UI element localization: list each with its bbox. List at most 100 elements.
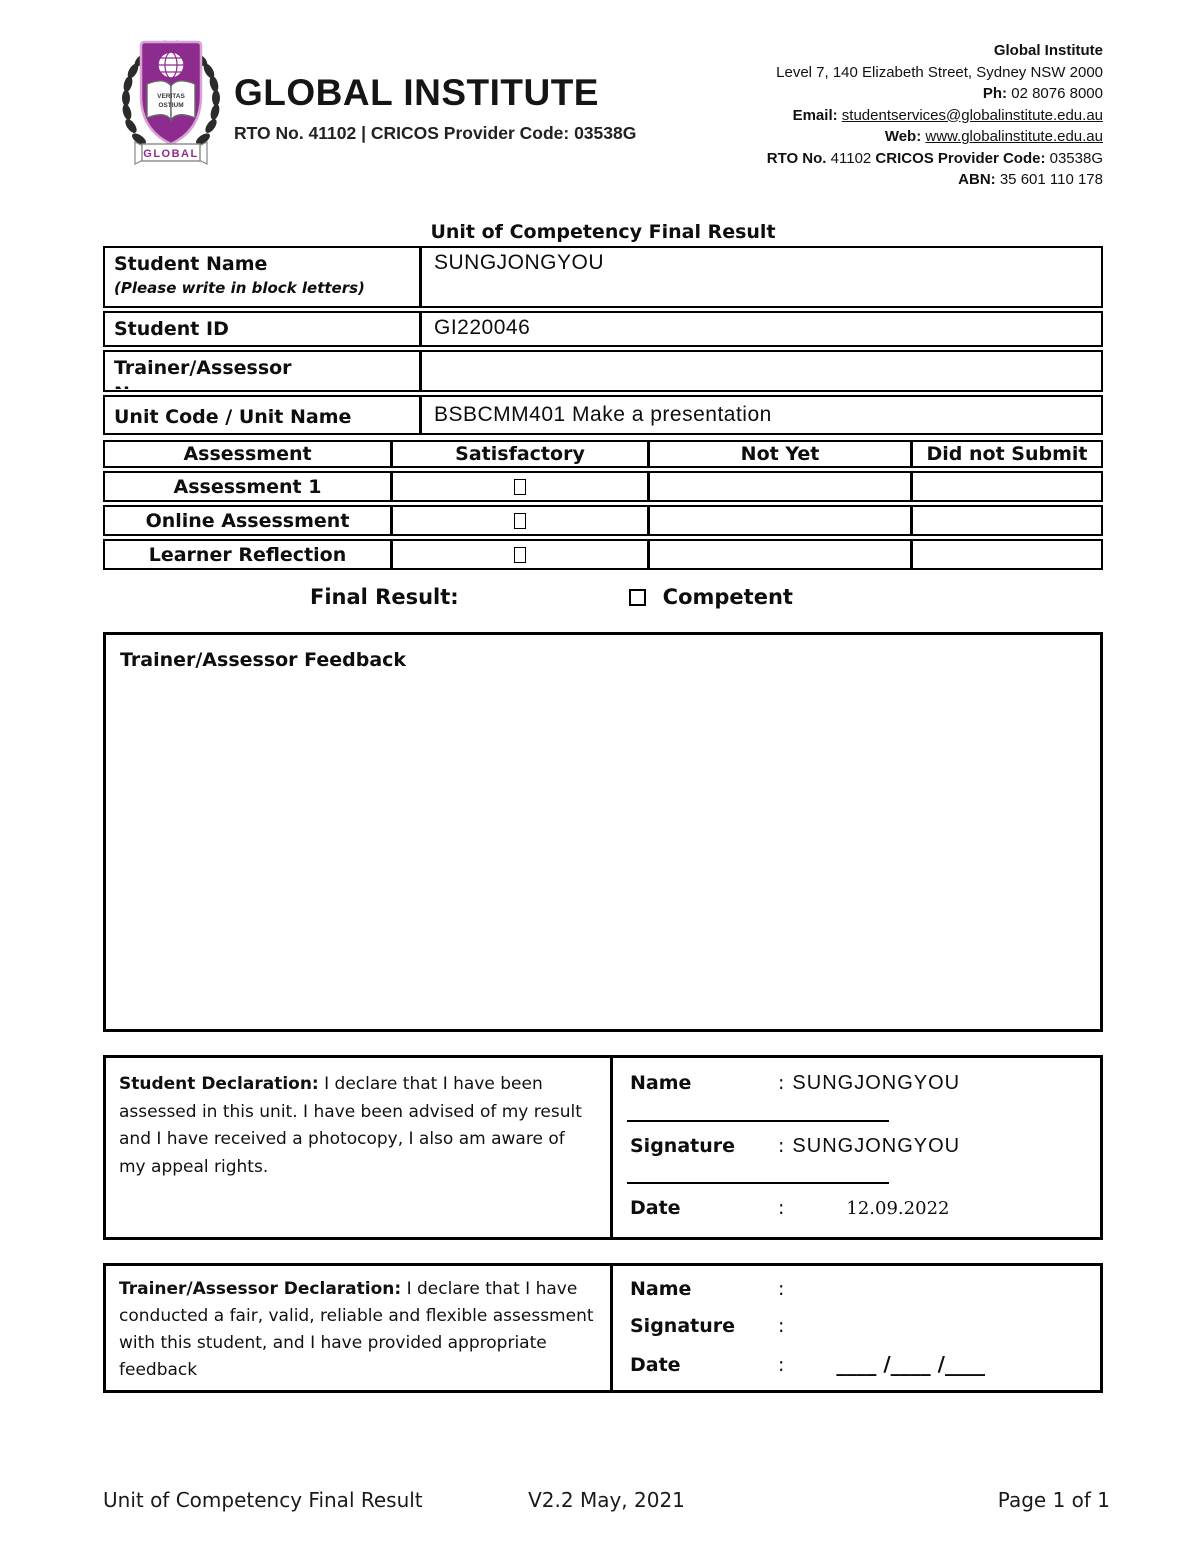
online-assessment-did-not-submit-cell[interactable] [913,507,1101,534]
assessment-1-satisfactory-checkbox[interactable] [514,478,526,495]
learner-reflection-label: Learner Reflection [105,541,393,568]
signature-separator: : [778,1135,785,1157]
table-row-trainer-name: Trainer/Assessor Name [103,350,1103,392]
competent-checkbox[interactable] [628,588,646,606]
trainer-signature-separator: : [778,1315,785,1337]
student-declaration-heading: Student Declaration: [119,1074,319,1094]
signature-value[interactable]: SUNGJONGYOU [792,1135,961,1157]
trainer-name-separator: : [778,1278,785,1300]
trainer-label-line2: Name [114,381,417,389]
trainer-date-separator: : [778,1354,785,1376]
trainer-name-row: Name : [630,1278,1080,1300]
col-header-assessment: Assessment [105,442,393,466]
online-assessment-satisfactory-cell [393,507,650,534]
final-result-label: Final Result: [310,585,459,609]
trainer-date-label: Date [630,1354,681,1376]
contact-abn: ABN: 35 601 110 178 [767,169,1103,191]
cricos-label: CRICOS Provider Code: [875,149,1046,167]
phone-value: 02 8076 8000 [1007,85,1103,102]
student-date-row: Date : 12.09.2022 [630,1197,1080,1219]
student-info-table: Student Name (Please write in block lett… [103,246,1103,438]
unit-code-label-cell: Unit Code / Unit Name [105,397,422,433]
learner-reflection-not-yet-cell[interactable] [650,541,913,568]
student-name-row: Name : SUNGJONGYOU [630,1072,1080,1095]
contact-org: Global Institute [993,42,1103,59]
student-declaration-text: I declare that I have been assessed in t… [119,1074,582,1177]
brand-block: GLOBAL INSTITUTE RTO No. 41102 | CRICOS … [234,72,636,144]
book-icon: VERITAS OSTIUM [146,80,196,123]
trainer-date-blanks[interactable]: ____ /____ /____ [836,1352,985,1376]
online-assessment-not-yet-cell[interactable] [650,507,913,534]
institute-logo: VERITAS OSTIUM GLOBAL [122,40,220,165]
signature-underline [627,1160,889,1184]
trainer-declaration-text-cell: Trainer/Assessor Declaration: I declare … [106,1266,613,1390]
email-link[interactable]: studentservices@globalinstitute.edu.au [841,106,1103,124]
learner-reflection-did-not-submit-cell[interactable] [913,541,1101,568]
footer-document-name: Unit of Competency Final Result [103,1488,423,1512]
contact-phone: Ph: 02 8076 8000 [767,83,1103,105]
abn-value: 35 601 110 178 [995,171,1103,188]
contact-rto: RTO No. 41102 CRICOS Provider Code: 0353… [767,148,1103,170]
unit-code-label: Unit Code / Unit Name [114,406,352,428]
assessment-table: Assessment Satisfactory Not Yet Did not … [103,440,1103,573]
student-signature-row: Signature : SUNGJONGYOU [630,1135,1080,1158]
contact-email: Email: studentservices@globalinstitute.e… [767,105,1103,127]
abn-label: ABN: [958,171,996,188]
competent-label: Competent [662,585,793,609]
table-row-online-assessment: Online Assessment [103,505,1103,536]
motto-line1: VERITAS [157,93,185,100]
table-row-student-id: Student ID GI220046 [103,311,1103,347]
table-row-assessment-1: Assessment 1 [103,471,1103,502]
student-declaration-text-cell: Student Declaration: I declare that I ha… [106,1058,613,1237]
table-row-learner-reflection: Learner Reflection [103,539,1103,570]
trainer-signature-label: Signature [630,1315,736,1337]
table-row-unit-code: Unit Code / Unit Name BSBCMM401 Make a p… [103,395,1103,435]
assessment-1-label: Assessment 1 [105,473,393,500]
student-declaration-section: Student Declaration: I declare that I ha… [103,1055,1103,1240]
trainer-date-row: Date : ____ /____ /____ [630,1352,1080,1376]
student-declaration-fields-cell: Name : SUNGJONGYOU Signature : SUNGJONGY… [613,1058,1100,1237]
student-id-value[interactable]: GI220046 [434,316,531,339]
learner-reflection-satisfactory-cell [393,541,650,568]
trainer-declaration-fields-cell: Name : Signature : Date : ____ /____ /__… [613,1266,1100,1390]
date-separator: : [778,1197,785,1219]
student-name-label-cell: Student Name (Please write in block lett… [105,248,422,306]
col-header-not-yet: Not Yet [650,442,913,466]
footer-version: V2.2 May, 2021 [528,1488,685,1512]
trainer-name-label: Name [630,1278,692,1300]
web-label: Web: [884,128,926,145]
assessment-1-not-yet-cell[interactable] [650,473,913,500]
assessment-1-did-not-submit-cell[interactable] [913,473,1101,500]
globe-icon [157,51,185,79]
date-value[interactable]: 12.09.2022 [846,1198,950,1219]
trainer-signature-row: Signature : [630,1315,1080,1337]
rto-label: RTO No. [766,149,827,167]
trainer-declaration-text: I declare that I have conducted a fair, … [119,1279,594,1380]
cricos-value: 03538G [1045,149,1103,167]
declared-name-value[interactable]: SUNGJONGYOU [792,1072,961,1094]
email-label: Email: [792,106,842,124]
trainer-name-label-cell: Trainer/Assessor Name [105,352,422,390]
name-underline [627,1098,889,1122]
assessment-1-satisfactory-cell [393,473,650,500]
learner-reflection-satisfactory-checkbox[interactable] [514,546,526,563]
online-assessment-label: Online Assessment [105,507,393,534]
block-letters-note: (Please write in block letters) [114,279,365,297]
contact-web: Web: www.globalinstitute.edu.au [767,126,1103,148]
logo-banner: GLOBAL [134,141,208,165]
name-label: Name [630,1072,692,1094]
col-header-did-not-submit: Did not Submit [926,443,1088,465]
unit-code-value[interactable]: BSBCMM401 Make a presentation [434,403,772,426]
banner-text: GLOBAL [143,148,198,160]
col-header-satisfactory: Satisfactory [393,442,650,466]
web-link[interactable]: www.globalinstitute.edu.au [925,128,1103,145]
online-assessment-satisfactory-checkbox[interactable] [514,512,526,529]
phone-label: Ph: [982,85,1008,102]
trainer-feedback-box[interactable]: Trainer/Assessor Feedback [103,632,1103,1032]
trainer-name-value[interactable] [422,352,1101,390]
student-name-value[interactable]: SUNGJONGYOU [434,251,605,274]
motto-line2: OSTIUM [158,102,183,109]
contact-address: Level 7, 140 Elizabeth Street, Sydney NS… [776,63,1103,81]
trainer-feedback-heading: Trainer/Assessor Feedback [120,649,407,671]
